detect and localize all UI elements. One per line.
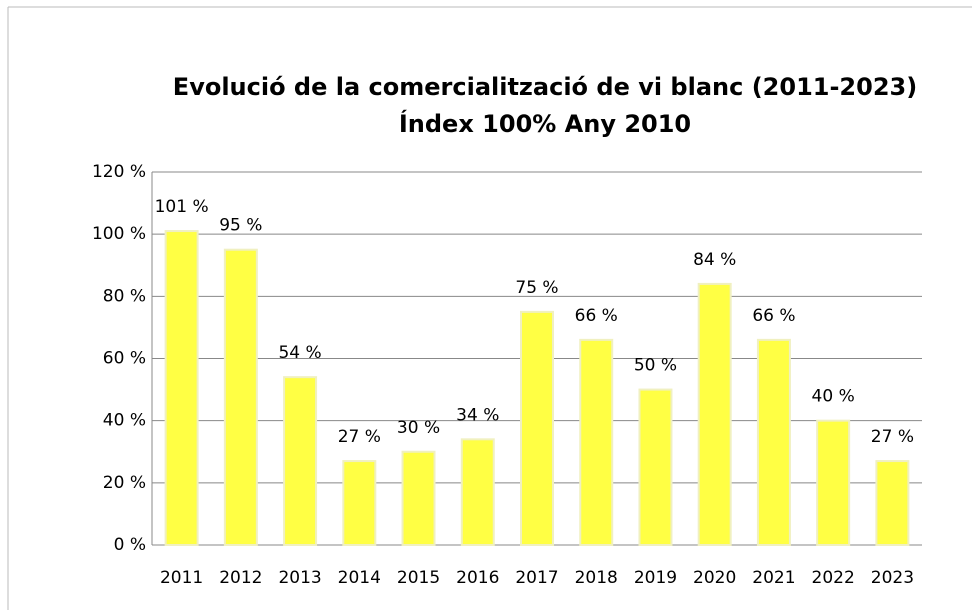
- data-label: 66 %: [575, 306, 618, 326]
- bar: [520, 310, 554, 546]
- x-tick-label: 2022: [812, 568, 855, 588]
- y-tick-label: 120 %: [92, 162, 146, 182]
- bar: [638, 388, 673, 547]
- y-tick-label: 100 %: [92, 224, 146, 244]
- bar: [460, 438, 495, 547]
- x-tick-label: 2017: [515, 568, 558, 588]
- x-tick-label: 2011: [160, 568, 203, 588]
- data-label: 66 %: [752, 306, 795, 326]
- bar: [283, 376, 318, 546]
- y-tick-label: 60 %: [103, 349, 146, 369]
- bar: [816, 419, 851, 546]
- bar: [342, 460, 377, 547]
- x-tick-label: 2018: [575, 568, 618, 588]
- data-label: 95 %: [219, 216, 262, 236]
- y-tick-label: 40 %: [103, 411, 146, 431]
- data-label: 30 %: [397, 418, 440, 438]
- x-tick-label: 2016: [456, 568, 499, 588]
- bar: [164, 230, 199, 547]
- x-tick-label: 2020: [693, 568, 736, 588]
- data-label: 27 %: [871, 427, 914, 447]
- y-tick-label: 80 %: [103, 286, 146, 306]
- bar: [756, 338, 791, 546]
- data-label: 50 %: [634, 356, 677, 376]
- chart-title: Evolució de la comercialització de vi bl…: [173, 73, 917, 101]
- y-tick-label: 20 %: [103, 473, 146, 493]
- bar: [579, 338, 614, 546]
- x-tick-label: 2013: [278, 568, 321, 588]
- x-tick-label: 2023: [871, 568, 914, 588]
- data-label: 27 %: [338, 427, 381, 447]
- x-tick-label: 2012: [219, 568, 262, 588]
- bar: [223, 248, 258, 546]
- bar: [697, 282, 732, 546]
- y-tick-label: 0 %: [114, 535, 146, 555]
- data-label: 54 %: [278, 343, 321, 363]
- x-tick-label: 2015: [397, 568, 440, 588]
- x-tick-label: 2019: [634, 568, 677, 588]
- x-tick-label: 2021: [752, 568, 795, 588]
- data-label: 101 %: [155, 197, 209, 217]
- x-tick-label: 2014: [338, 568, 381, 588]
- data-label: 34 %: [456, 405, 499, 425]
- chart-subtitle: Índex 100% Any 2010: [399, 109, 691, 138]
- data-label: 75 %: [515, 278, 558, 298]
- data-label: 40 %: [812, 387, 855, 407]
- data-label: 84 %: [693, 250, 736, 270]
- bar: [875, 460, 910, 547]
- bar: [401, 450, 436, 546]
